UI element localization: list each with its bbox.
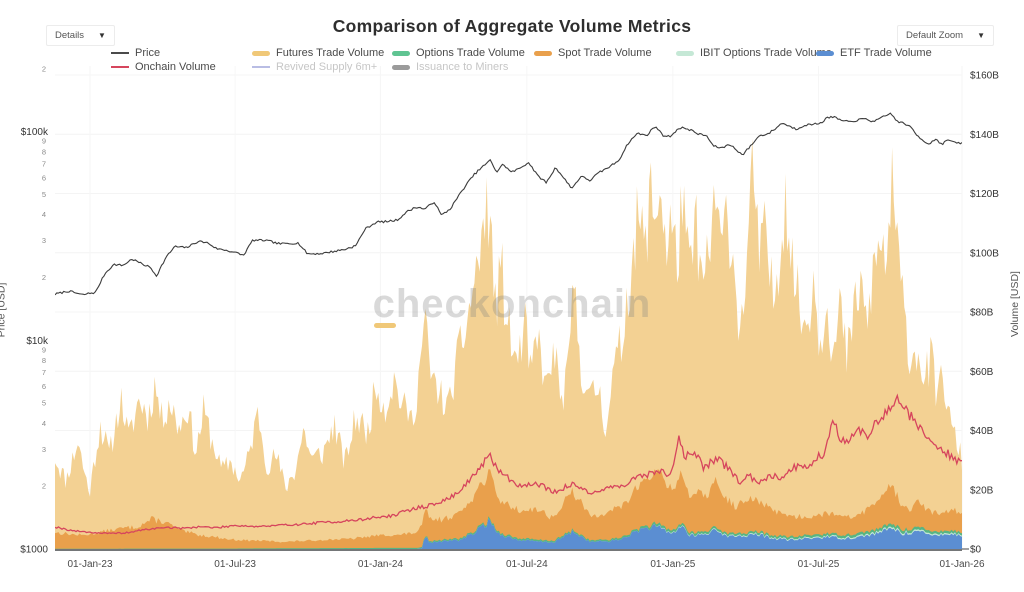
x-axis-tick: 01-Jan-25 — [650, 559, 695, 570]
x-axis-tick: 01-Jan-23 — [67, 559, 112, 570]
volume-axis-tick: $120B — [970, 189, 999, 200]
legend-swatch — [534, 50, 552, 56]
x-axis-tick: 01-Jan-24 — [358, 559, 403, 570]
x-axis-tick: 01-Jul-23 — [214, 559, 256, 570]
price-axis-minor-tick: 4 — [42, 419, 46, 428]
legend-item-price[interactable]: Price — [111, 47, 160, 59]
futures-volume-area — [55, 138, 962, 549]
details-dropdown[interactable]: Details ▼ — [46, 25, 115, 46]
price-axis-minor-tick: 4 — [42, 210, 46, 219]
legend-item-options-trade-volume[interactable]: Options Trade Volume — [392, 47, 525, 59]
price-axis-major-tick: $1000 — [20, 545, 48, 556]
legend-label: Revived Supply 6m+ — [276, 61, 378, 73]
price-axis-minor-tick: 8 — [42, 356, 46, 365]
volume-axis-tick: $140B — [970, 130, 999, 141]
price-axis-minor-tick: 2 — [42, 64, 46, 73]
legend-item-revived-supply-6m-[interactable]: Revived Supply 6m+ — [252, 61, 377, 73]
legend-item-spot-trade-volume[interactable]: Spot Trade Volume — [534, 47, 652, 59]
legend-label: Spot Trade Volume — [558, 47, 652, 59]
price-axis-minor-tick: 2 — [42, 273, 46, 282]
volume-axis-tick: $100B — [970, 248, 999, 259]
left-axis-title: Price [USD] — [0, 282, 8, 338]
legend-label: Onchain Volume — [135, 61, 216, 73]
x-axis-tick: 01-Jul-24 — [506, 559, 548, 570]
price-axis-major-tick: $10k — [26, 336, 49, 347]
price-axis-minor-tick: 7 — [42, 368, 46, 377]
volume-axis-tick: $80B — [970, 308, 994, 319]
price-axis-minor-tick: 5 — [42, 399, 46, 408]
price-axis-minor-tick: 5 — [42, 190, 46, 199]
legend-item-onchain-volume[interactable]: Onchain Volume — [111, 61, 216, 73]
legend-swatch — [111, 66, 129, 68]
watermark-dash-icon — [374, 323, 396, 328]
details-dropdown-label: Details — [55, 30, 85, 41]
right-axis-title: Volume [USD] — [1009, 271, 1022, 337]
legend-item-issuance-to-miners[interactable]: Issuance to Miners — [392, 61, 508, 73]
legend-swatch — [252, 66, 270, 68]
etf-volume-area — [55, 518, 962, 549]
price-axis-minor-tick: 6 — [42, 173, 46, 182]
legend-label: Futures Trade Volume — [276, 47, 385, 59]
onchain-volume-line — [55, 393, 962, 535]
volume-axis-tick: $160B — [970, 71, 999, 82]
legend-swatch — [392, 50, 410, 56]
legend-swatch — [252, 50, 270, 56]
price-axis-minor-tick: 6 — [42, 382, 46, 391]
volume-axis-tick: $40B — [970, 426, 994, 437]
legend-label: IBIT Options Trade Volume — [700, 47, 832, 59]
x-axis-tick: 01-Jan-26 — [939, 559, 984, 570]
chart-title: Comparison of Aggregate Volume Metrics — [332, 16, 692, 36]
legend-label: Issuance to Miners — [416, 61, 509, 73]
price-axis-minor-tick: 2 — [42, 482, 46, 491]
volume-axis-tick: $60B — [970, 367, 994, 378]
price-axis-minor-tick: 9 — [42, 137, 46, 146]
legend-swatch — [111, 52, 129, 54]
legend-label: Price — [135, 47, 161, 59]
legend-item-ibit-options-trade-volume[interactable]: IBIT Options Trade Volume — [676, 47, 832, 59]
legend-label: Options Trade Volume — [416, 47, 525, 59]
legend-label: ETF Trade Volume — [840, 47, 932, 59]
price-line — [55, 112, 962, 296]
default-zoom-dropdown[interactable]: Default Zoom ▼ — [897, 25, 994, 46]
spot-volume-area — [55, 469, 962, 549]
price-axis-major-tick: $100k — [21, 127, 49, 138]
legend-swatch — [676, 50, 694, 56]
price-axis-minor-tick: 8 — [42, 147, 46, 156]
legend-item-futures-trade-volume[interactable]: Futures Trade Volume — [252, 47, 384, 59]
legend-item-etf-trade-volume[interactable]: ETF Trade Volume — [816, 47, 932, 59]
legend-swatch — [392, 64, 410, 70]
volume-axis-tick: $20B — [970, 485, 994, 496]
price-axis-minor-tick: 9 — [42, 345, 46, 354]
price-axis-minor-tick: 7 — [42, 159, 46, 168]
caret-down-icon: ▼ — [98, 31, 106, 40]
legend-swatch — [816, 50, 834, 56]
volume-axis-tick: $0 — [970, 545, 982, 556]
price-axis-minor-tick: 3 — [42, 236, 46, 245]
caret-down-icon: ▼ — [977, 31, 985, 40]
price-axis-minor-tick: 3 — [42, 445, 46, 454]
x-axis-tick: 01-Jul-25 — [798, 559, 840, 570]
default-zoom-label: Default Zoom — [906, 30, 964, 41]
